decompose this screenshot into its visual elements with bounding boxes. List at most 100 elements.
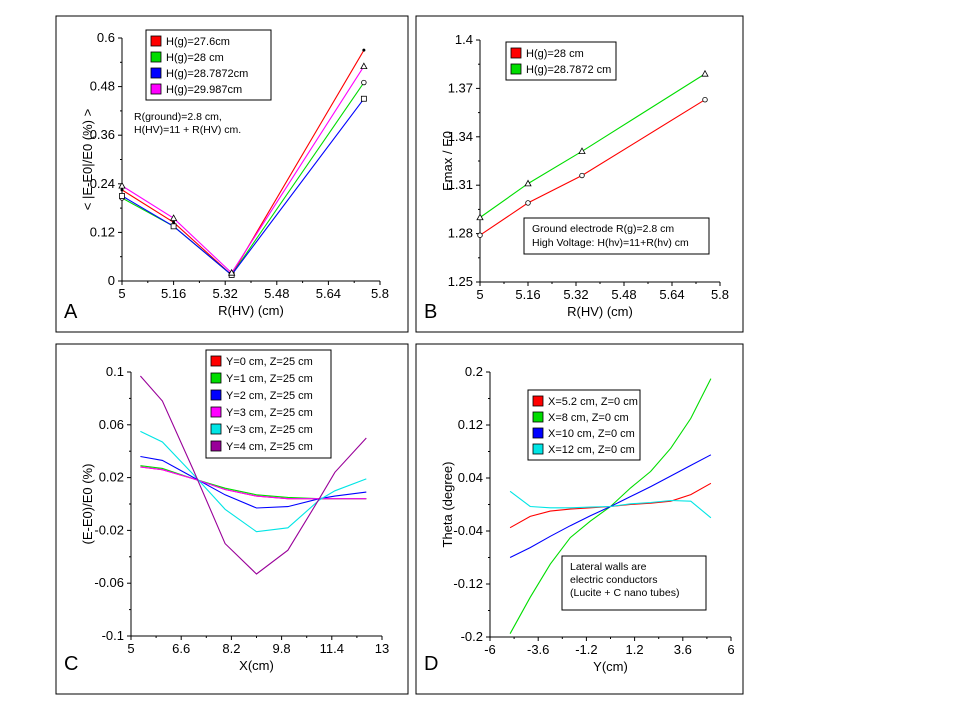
x-tick-label: 9.8	[273, 641, 291, 656]
annotation-text: Ground electrode R(g)=2.8 cm	[532, 223, 674, 235]
annotation-text: High Voltage: H(hv)=11+R(hv) cm	[532, 237, 689, 249]
annotation-text: H(HV)=11 + R(HV) cm.	[134, 124, 241, 136]
legend-entry: H(g)=28.7872cm	[166, 68, 248, 80]
series-line-1	[479, 99, 706, 236]
y-tick-label: 1.28	[448, 226, 473, 241]
legend-entry: Y=2 cm, Z=25 cm	[226, 390, 313, 402]
chart-panel-c: 5 6.6 8.2 9.8 11.4 13 -0.1 -0.06 -0.02 0.02 0.06 0.…	[55, 343, 409, 695]
data-point	[227, 268, 236, 276]
x-axis-label: R(HV) (cm)	[567, 304, 633, 319]
legend-entry: Y=1 cm, Z=25 cm	[226, 373, 313, 385]
chart-panel-a: 5 5.16 5.32 5.48 5.64 5.8 0 0.12 0.24 0.36 0.48 0.6…	[55, 15, 409, 333]
data-point	[360, 62, 368, 70]
y-tick-label: -0.02	[94, 522, 124, 537]
legend-swatch	[532, 427, 544, 439]
data-point	[120, 188, 124, 192]
panel-label: D	[424, 653, 438, 675]
y-tick-label: 0.2	[465, 364, 483, 379]
x-tick-label: 5.16	[515, 287, 540, 302]
x-tick-label: -3.6	[527, 642, 549, 657]
data-point	[170, 223, 177, 230]
y-tick-label: 0.24	[90, 176, 115, 191]
y-tick-label: -0.12	[453, 576, 483, 591]
panel-label: C	[64, 653, 78, 675]
x-tick-label: 5	[118, 286, 125, 301]
y-axis-label: (E-E0)/E0 (%)	[80, 464, 95, 545]
x-tick-label: 6.6	[172, 641, 190, 656]
x-tick-label: 5.8	[371, 286, 389, 301]
data-point	[169, 214, 178, 221]
legend-entry: X=12 cm, Z=0 cm	[548, 444, 635, 456]
legend-entry: X=10 cm, Z=0 cm	[548, 428, 635, 440]
legend-box	[205, 349, 332, 459]
y-tick-label: 0.12	[90, 224, 115, 239]
legend-entry: Y=3 cm, Z=25 cm	[226, 424, 313, 436]
data-point	[477, 232, 483, 238]
legend-entry: Y=0 cm, Z=25 cm	[226, 356, 313, 368]
legend-swatch	[150, 51, 162, 63]
x-tick-label: 1.2	[626, 642, 644, 657]
legend-swatch	[150, 67, 162, 79]
x-tick-label: 5.48	[264, 286, 289, 301]
x-axis-label: X(cm)	[239, 658, 274, 673]
x-axis-label: R(HV) (cm)	[218, 303, 284, 318]
chart-panel-b: 5 5.16 5.32 5.48 5.64 5.8 1.25 1.28 1.31 1.34 1.37…	[415, 15, 744, 333]
y-tick-label: -0.2	[461, 629, 483, 644]
legend-box	[505, 41, 617, 81]
legend-entry: H(g)=29.987cm	[166, 84, 242, 96]
legend-entry: H(g)=27.6cm	[166, 36, 230, 48]
y-tick-label: 1.37	[448, 80, 473, 95]
annotation-text: (Lucite + C nano tubes)	[570, 587, 679, 599]
series-line-3	[121, 98, 365, 276]
legend-swatch	[210, 423, 222, 435]
data-point	[476, 213, 484, 221]
legend-swatch	[210, 372, 222, 384]
x-tick-label: 8.2	[222, 641, 240, 656]
legend-swatch	[210, 440, 222, 452]
y-tick-label: 0.06	[99, 417, 124, 432]
annotation-box	[561, 555, 707, 611]
data-point	[118, 181, 126, 189]
x-tick-label: 5.8	[711, 287, 729, 302]
legend-entry: Y=3 cm, Z=25 cm	[226, 407, 313, 419]
legend-swatch	[150, 83, 162, 95]
legend-box	[145, 29, 272, 101]
data-point	[578, 147, 586, 155]
legend-entry: H(g)=28 cm	[166, 52, 224, 64]
legend-entry: X=5.2 cm, Z=0 cm	[548, 396, 638, 408]
panel-label: B	[424, 301, 437, 323]
annotation-text: R(ground)=2.8 cm,	[134, 111, 222, 123]
y-tick-label: 0	[108, 273, 115, 288]
y-tick-label: -0.1	[102, 628, 124, 643]
series-line-1	[121, 49, 365, 276]
legend-swatch	[532, 411, 544, 423]
series-line-6	[139, 375, 367, 575]
legend-swatch	[532, 443, 544, 455]
y-tick-label: 1.4	[455, 32, 473, 47]
y-tick-label: -0.06	[94, 575, 124, 590]
data-point	[525, 200, 531, 206]
legend-swatch	[532, 395, 544, 407]
x-tick-label: 5	[127, 641, 134, 656]
data-point	[701, 69, 709, 77]
data-point	[362, 48, 366, 52]
series-line-3	[140, 455, 367, 509]
y-tick-label: 0.36	[90, 127, 115, 142]
x-tick-label: 13	[375, 641, 389, 656]
legend-box	[527, 389, 641, 461]
data-point	[172, 220, 176, 224]
data-point	[119, 193, 125, 199]
legend-entry: H(g)=28 cm	[526, 48, 584, 60]
chart-panel-d: -6 -3.6 -1.2 1.2 3.6 6 -0.2 -0.12 -0.04 0.04 0.12 0…	[415, 343, 744, 695]
data-point	[361, 79, 367, 86]
x-tick-label: 5	[476, 287, 483, 302]
y-axis-label: Theta (degree)	[440, 462, 455, 548]
legend-swatch	[510, 47, 522, 59]
legend-entry: X=8 cm, Z=0 cm	[548, 412, 629, 424]
x-tick-label: -1.2	[575, 642, 597, 657]
y-tick-label: 0.02	[99, 470, 124, 485]
annotation-box	[523, 217, 710, 255]
y-axis-label: Emax / E0	[440, 131, 455, 191]
x-axis-label: Y(cm)	[593, 659, 628, 674]
legend-swatch	[210, 406, 222, 418]
